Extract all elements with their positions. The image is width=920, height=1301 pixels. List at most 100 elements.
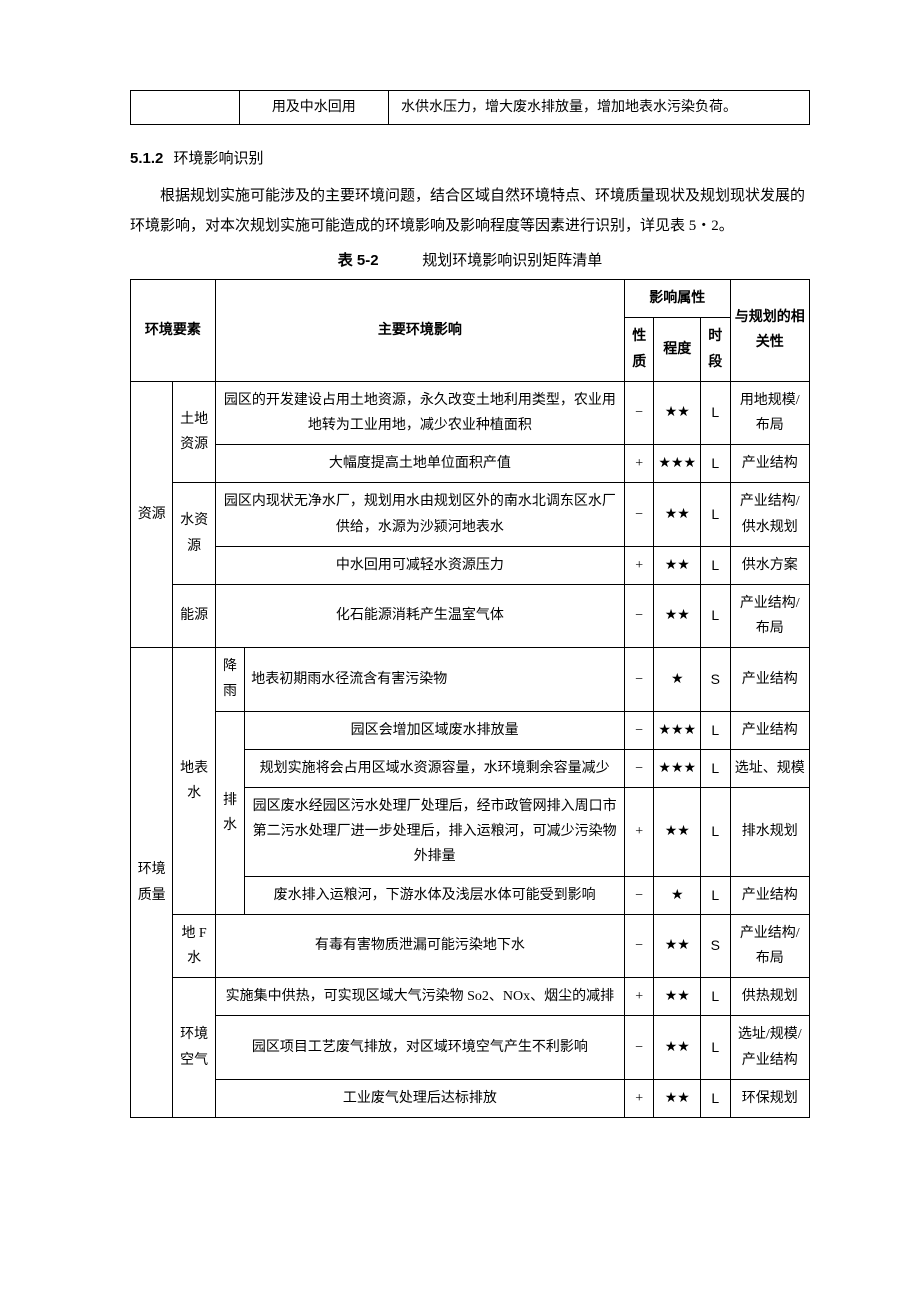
- cell-nature: −: [624, 1016, 653, 1079]
- cell-nature: −: [624, 483, 653, 546]
- cell-desc: 工业废气处理后达标排放: [215, 1079, 624, 1117]
- section-number: 5.1.2: [130, 150, 163, 167]
- cell-relevance: 供热规划: [730, 978, 809, 1016]
- sub-drain: 排水: [215, 711, 244, 914]
- col-relevance: 与规划的相关性: [730, 280, 809, 382]
- table-title: 规划环境影响识别矩阵清单: [422, 253, 602, 269]
- cell-relevance: 产业结构: [730, 876, 809, 914]
- cell-degree: ★★: [654, 546, 701, 584]
- top-fragment-table: 用及中水回用 水供水压力，增大废水排放量，增加地表水污染负荷。: [130, 90, 810, 125]
- cell-degree: ★★: [654, 1079, 701, 1117]
- cell-desc: 地表初期雨水径流含有害污染物: [245, 648, 625, 711]
- table-row: 能源 化石能源消耗产生温室气体 − ★★ L 产业结构/布局: [131, 584, 810, 647]
- cell-nature: +: [624, 1079, 653, 1117]
- cell-relevance: 产业结构: [730, 711, 809, 749]
- section-heading: 5.1.2 环境影响识别: [130, 145, 810, 173]
- cell-period: L: [701, 546, 730, 584]
- cell-nature: +: [624, 978, 653, 1016]
- cell-degree: ★★: [654, 788, 701, 877]
- cell-period: L: [701, 1016, 730, 1079]
- cell-desc: 实施集中供热，可实现区域大气污染物 So2、NOx、烟尘的减排: [215, 978, 624, 1016]
- cell-desc: 园区会增加区域废水排放量: [245, 711, 625, 749]
- cell-relevance: 环保规划: [730, 1079, 809, 1117]
- cell-degree: ★★: [654, 381, 701, 444]
- cell-relevance: 产业结构: [730, 648, 809, 711]
- cell-relevance: 产业结构/布局: [730, 584, 809, 647]
- table-row: 大幅度提高土地单位面积产值 + ★★★ L 产业结构: [131, 445, 810, 483]
- table-row: 工业废气处理后达标排放 + ★★ L 环保规划: [131, 1079, 810, 1117]
- section-title: 环境影响识别: [174, 151, 264, 167]
- cell-desc: 园区项目工艺废气排放，对区域环境空气产生不利影响: [215, 1016, 624, 1079]
- col-attr-group: 影响属性: [624, 280, 730, 318]
- cell-period: L: [701, 1079, 730, 1117]
- sub-surface: 地表水: [173, 648, 215, 915]
- table-row: 园区项目工艺废气排放，对区域环境空气产生不利影响 − ★★ L 选址/规模/产业…: [131, 1016, 810, 1079]
- cell-degree: ★★: [654, 978, 701, 1016]
- cell-desc: 化石能源消耗产生温室气体: [215, 584, 624, 647]
- cell-desc: 中水回用可减轻水资源压力: [215, 546, 624, 584]
- sub-air: 环境空气: [173, 978, 215, 1118]
- cell-nature: −: [624, 749, 653, 787]
- col-period: 时段: [701, 318, 730, 381]
- cell-nature: −: [624, 381, 653, 444]
- cell-relevance: 产业结构/布局: [730, 914, 809, 977]
- col-main-impact: 主要环境影响: [215, 280, 624, 382]
- group-env-quality: 环境质量: [131, 648, 173, 1118]
- table-row: 中水回用可减轻水资源压力 + ★★ L 供水方案: [131, 546, 810, 584]
- cell-relevance: 选址/规模/产业结构: [730, 1016, 809, 1079]
- sub-rain: 降雨: [215, 648, 244, 711]
- cell-period: L: [701, 445, 730, 483]
- cell-degree: ★★★: [654, 711, 701, 749]
- cell-degree: ★★★: [654, 445, 701, 483]
- body-paragraph: 根据规划实施可能涉及的主要环境问题，结合区域自然环境特点、环境质量现状及规划现状…: [130, 181, 810, 241]
- sub-groundwater: 地 F 水: [173, 914, 215, 977]
- cell-nature: +: [624, 546, 653, 584]
- cell-period: L: [701, 711, 730, 749]
- table-row: 环境空气 实施集中供热，可实现区域大气污染物 So2、NOx、烟尘的减排 + ★…: [131, 978, 810, 1016]
- cell-period: L: [701, 788, 730, 877]
- table-caption: 表 5-2 规划环境影响识别矩阵清单: [130, 247, 810, 275]
- table-row: 资源 土地资源 园区的开发建设占用土地资源，永久改变土地利用类型，农业用地转为工…: [131, 381, 810, 444]
- cell-relevance: 排水规划: [730, 788, 809, 877]
- impact-matrix-table: 环境要素 主要环境影响 影响属性 与规划的相关性 性质 程度 时段 资源 土地资…: [130, 279, 810, 1118]
- cell-period: L: [701, 584, 730, 647]
- table-number: 表 5-2: [338, 252, 379, 269]
- cell-relevance: 产业结构/供水规划: [730, 483, 809, 546]
- cell-period: L: [701, 978, 730, 1016]
- cell-degree: ★★: [654, 584, 701, 647]
- sub-land: 土地资源: [173, 381, 215, 483]
- cell-relevance: 选址、规模: [730, 749, 809, 787]
- table-row: 地 F 水 有毒有害物质泄漏可能污染地下水 − ★★ S 产业结构/布局: [131, 914, 810, 977]
- col-env-element: 环境要素: [131, 280, 216, 382]
- sub-water: 水资源: [173, 483, 215, 585]
- cell-relevance: 供水方案: [730, 546, 809, 584]
- table-row: 用及中水回用 水供水压力，增大废水排放量，增加地表水污染负荷。: [131, 91, 810, 125]
- cell-desc: 大幅度提高土地单位面积产值: [215, 445, 624, 483]
- cell-period: L: [701, 483, 730, 546]
- cell-period: S: [701, 648, 730, 711]
- table-row: 水资源 园区内现状无净水厂，规划用水由规划区外的南水北调东区水厂供给，水源为沙颍…: [131, 483, 810, 546]
- table-header-row: 环境要素 主要环境影响 影响属性 与规划的相关性: [131, 280, 810, 318]
- cell-degree: ★★: [654, 1016, 701, 1079]
- cell-nature: +: [624, 788, 653, 877]
- table-row: 排水 园区会增加区域废水排放量 − ★★★ L 产业结构: [131, 711, 810, 749]
- cell-desc: 园区的开发建设占用土地资源，永久改变土地利用类型，农业用地转为工业用地，减少农业…: [215, 381, 624, 444]
- cell-nature: −: [624, 914, 653, 977]
- cell-period: L: [701, 381, 730, 444]
- cell-desc: 废水排入运粮河，下游水体及浅层水体可能受到影响: [245, 876, 625, 914]
- cell-degree: ★★: [654, 914, 701, 977]
- col-nature: 性质: [624, 318, 653, 381]
- cell-topic: 用及中水回用: [239, 91, 388, 125]
- cell-relevance: 产业结构: [730, 445, 809, 483]
- cell-desc: 有毒有害物质泄漏可能污染地下水: [215, 914, 624, 977]
- cell-degree: ★: [654, 648, 701, 711]
- cell-relevance: 用地规模/布局: [730, 381, 809, 444]
- cell-period: L: [701, 749, 730, 787]
- cell-nature: −: [624, 648, 653, 711]
- cell-degree: ★★: [654, 483, 701, 546]
- cell-degree: ★★★: [654, 749, 701, 787]
- cell-nature: −: [624, 876, 653, 914]
- sub-energy: 能源: [173, 584, 215, 647]
- group-resource: 资源: [131, 381, 173, 648]
- cell-nature: +: [624, 445, 653, 483]
